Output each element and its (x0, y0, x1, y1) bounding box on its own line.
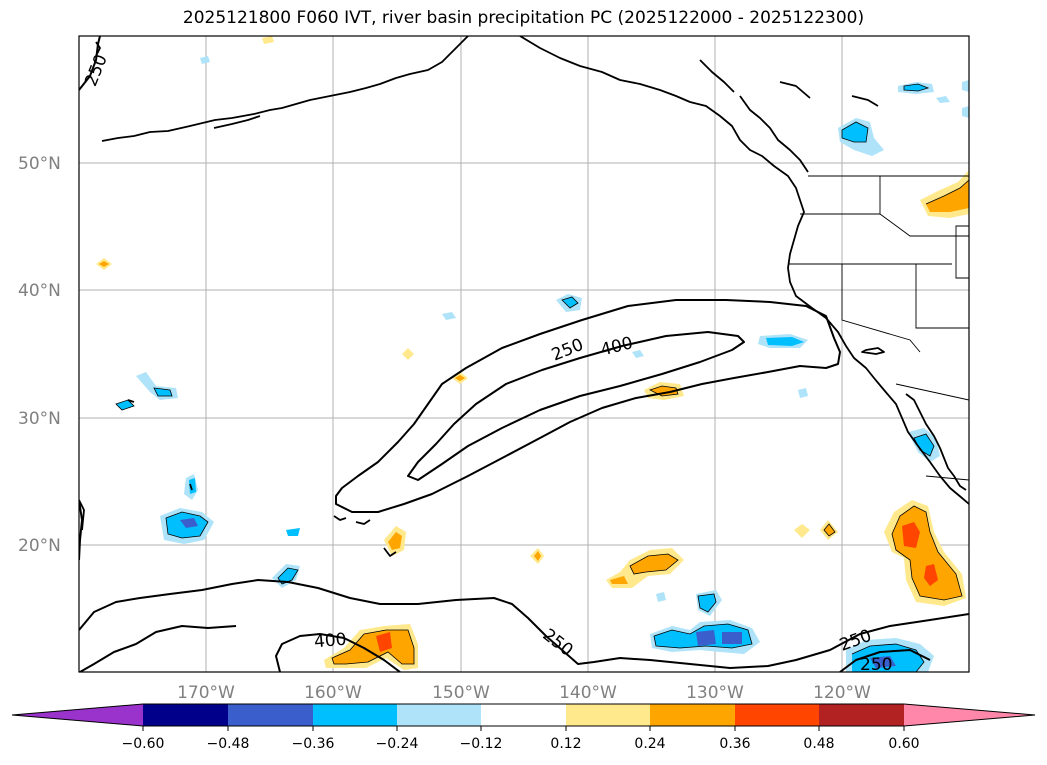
colorbar-tick-label: −0.60 (122, 736, 165, 752)
contour-label: 250 (860, 655, 892, 675)
lat-label: 40°N (18, 281, 61, 301)
colorbar-segment (228, 704, 313, 726)
colorbar-segment (650, 704, 735, 726)
colorbar-segment (819, 704, 904, 726)
colorbar-tick-label: −0.48 (207, 736, 250, 752)
colorbar-tick-label: 0.12 (550, 736, 581, 752)
precip-negative-areas (116, 56, 969, 672)
colorbar-tick-label: 0.36 (719, 736, 750, 752)
ivt-contours (79, 36, 969, 672)
lon-label: 150°W (432, 683, 490, 703)
colorbar-segment (481, 704, 566, 726)
colorbar-tick-label: 0.60 (888, 736, 919, 752)
lon-label: 170°W (177, 683, 235, 703)
latitude-labels: 50°N 40°N 30°N 20°N (18, 154, 61, 556)
colorbar-segment (313, 704, 397, 726)
political-borders (788, 175, 969, 481)
lon-label: 120°W (813, 683, 871, 703)
colorbar-segment (397, 704, 481, 726)
lat-label: 50°N (18, 154, 61, 174)
lat-label: 30°N (18, 409, 61, 429)
map-title: 2025121800 F060 IVT, river basin precipi… (182, 8, 865, 28)
colorbar-tick-label: 0.48 (803, 736, 834, 752)
colorbar-tick-label: −0.36 (292, 736, 335, 752)
precip-positive-areas (96, 36, 969, 670)
colorbar-tick-label: 0.24 (634, 736, 665, 752)
colorbar-segment (735, 704, 819, 726)
map-frame (78, 35, 970, 673)
colorbar-segment (12, 704, 143, 726)
colorbar-segment (566, 704, 650, 726)
map-background (79, 36, 969, 672)
precip-contour-lines (115, 83, 969, 672)
lon-label: 160°W (304, 683, 362, 703)
colorbar-tick-label: −0.12 (460, 736, 503, 752)
contour-label: 400 (313, 630, 347, 653)
lat-label: 20°N (18, 536, 61, 556)
colorbar-tick-label: −0.24 (376, 736, 419, 752)
colorbar-segment (904, 704, 1035, 726)
colorbar-ticks (142, 726, 905, 731)
colorbar: −0.60 −0.48 −0.36 −0.24 −0.12 0.12 0.24 … (11, 703, 1036, 752)
lon-label: 140°W (559, 683, 617, 703)
colorbar-segment (143, 704, 228, 726)
longitude-labels: 170°W 160°W 150°W 140°W 130°W 120°W (177, 683, 871, 703)
lon-label: 130°W (686, 683, 744, 703)
